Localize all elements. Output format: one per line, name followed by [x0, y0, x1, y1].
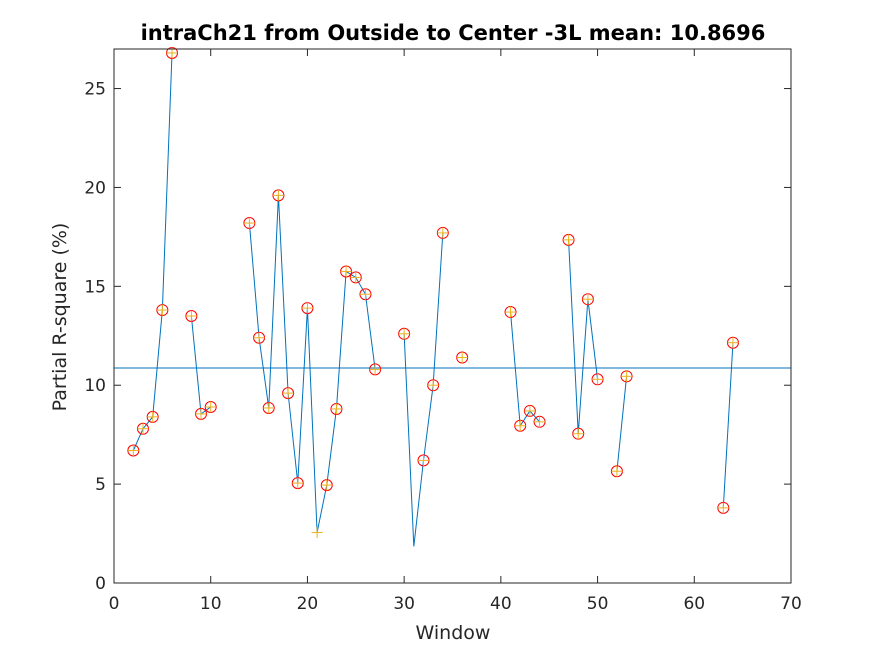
plus-marker: [350, 271, 362, 283]
plus-marker: [717, 502, 729, 514]
plus-marker: [205, 401, 217, 413]
series-line-segment: [510, 311, 540, 428]
x-tick-label: 30: [393, 594, 415, 614]
plus-marker: [563, 234, 575, 246]
plus-marker: [427, 379, 439, 391]
tick-labels: 0 10 20 30 40 50 60 70 0 5 10 15 20 25: [84, 80, 801, 614]
series-line-segment: [722, 342, 734, 508]
plus-marker: [534, 416, 546, 428]
x-tick-label: 10: [200, 594, 222, 614]
y-tick-label: 25: [84, 80, 106, 100]
x-axis-label: Window: [416, 622, 491, 644]
plot-area: [114, 49, 791, 583]
plus-marker: [282, 387, 294, 399]
y-tick-label: 10: [84, 376, 106, 396]
chart-title: intraCh21 from Outside to Center -3L mea…: [141, 21, 766, 45]
plus-marker: [185, 310, 197, 322]
plus-marker: [611, 465, 623, 477]
y-tick-label: 0: [95, 574, 106, 594]
plus-marker: [253, 332, 265, 344]
plus-marker: [582, 293, 594, 305]
plus-marker: [456, 352, 468, 364]
plus-marker: [592, 373, 604, 385]
plus-marker: [156, 304, 168, 316]
plus-marker: [137, 423, 149, 435]
plus-marker: [147, 411, 159, 423]
plus-marker: [359, 288, 371, 300]
x-tick-label: 0: [109, 594, 120, 614]
y-axis-label: Partial R-square (%): [49, 223, 71, 412]
plus-marker: [311, 527, 323, 539]
x-tick-label: 40: [490, 594, 512, 614]
plus-marker: [127, 444, 139, 456]
plus-marker: [369, 363, 381, 375]
plus-marker: [727, 337, 739, 349]
plus-marker: [195, 408, 207, 420]
plus-marker: [292, 477, 304, 489]
plus-marker: [272, 189, 284, 201]
y-tick-label: 5: [95, 475, 106, 495]
plus-marker: [263, 402, 275, 414]
plus-marker: [524, 405, 536, 417]
x-tick-label: 60: [683, 594, 705, 614]
plus-marker: [437, 227, 449, 239]
x-tick-label: 50: [587, 594, 609, 614]
plus-marker: [330, 403, 342, 415]
x-tick-label: 70: [780, 594, 802, 614]
y-tick-label: 15: [84, 277, 106, 297]
axes-box: [113, 48, 792, 584]
series-line-segment: [616, 376, 628, 472]
series-line-segment: [568, 239, 599, 434]
x-tick-label: 20: [297, 594, 319, 614]
plus-marker: [398, 328, 410, 340]
plus-marker: [514, 420, 526, 432]
plus-marker: [340, 266, 352, 277]
markers-group: [127, 46, 739, 539]
plus-marker: [243, 217, 255, 229]
plus-marker: [572, 428, 584, 440]
plus-marker: [301, 302, 313, 314]
series-line-segment: [248, 195, 376, 533]
y-tick-label: 20: [84, 178, 106, 198]
plus-marker: [417, 454, 429, 466]
plus-marker: [505, 306, 517, 318]
plus-marker: [321, 479, 333, 491]
plus-marker: [621, 370, 633, 382]
